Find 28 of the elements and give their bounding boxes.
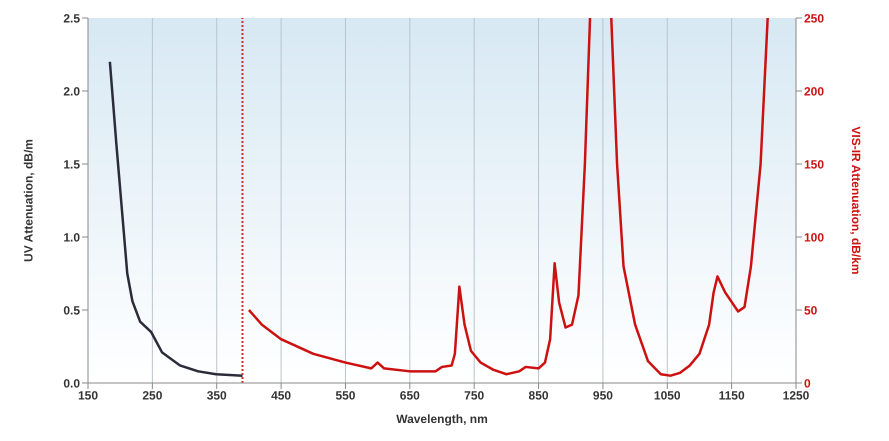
x-tick-label: 750 — [464, 388, 485, 403]
y2-tick-label: 200 — [804, 84, 824, 98]
x-tick-label: 250 — [142, 388, 163, 403]
y-tick-label: 0.0 — [63, 376, 80, 390]
y2-tick-label: 100 — [804, 230, 824, 244]
x-tick-label: 550 — [335, 388, 356, 403]
y-tick-label: 1.0 — [63, 230, 80, 244]
y-tick-label: 2.0 — [63, 84, 80, 98]
x-tick-label: 450 — [271, 388, 292, 403]
x-tick-label: 150 — [78, 388, 98, 403]
y-tick-label: 0.5 — [63, 303, 80, 318]
y-tick-label: 1.5 — [63, 157, 80, 172]
x-tick-label: 1050 — [654, 388, 681, 403]
y2-tick-label: 0 — [804, 376, 811, 390]
x-tick-label: 850 — [528, 388, 549, 403]
x-tick-label: 350 — [206, 388, 228, 403]
x-tick-label: 650 — [400, 388, 420, 403]
x-tick-label: 950 — [592, 388, 614, 403]
y-tick-label: 2.5 — [63, 11, 80, 26]
x-tick-label: 1150 — [718, 388, 745, 403]
y-axis-title: UV Attenuation, dB/m — [21, 139, 36, 262]
y2-tick-label: 150 — [804, 157, 824, 172]
line-series — [108, 60, 244, 377]
x-axis-title: Wavelength, nm — [396, 412, 488, 426]
x-tick-label: 1250 — [782, 388, 810, 403]
y2-axis-title: VIS-IR Attenuation, dB/km — [848, 126, 863, 275]
y2-tick-label: 50 — [804, 303, 818, 318]
y2-tick-label: 250 — [804, 11, 824, 26]
